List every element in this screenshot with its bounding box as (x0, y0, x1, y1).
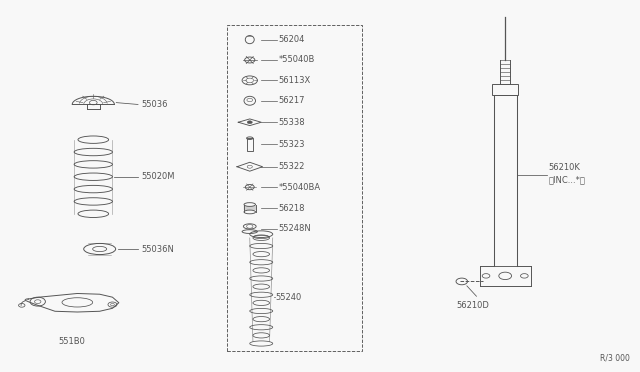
Text: 56210D: 56210D (457, 301, 490, 310)
Text: 55323: 55323 (278, 140, 305, 149)
Text: 55248N: 55248N (278, 224, 311, 233)
Text: 55338: 55338 (278, 118, 305, 127)
Text: 551B0: 551B0 (58, 337, 85, 346)
Bar (492, 84, 518, 95)
Text: 56210K: 56210K (548, 163, 580, 172)
Text: 56204: 56204 (278, 35, 305, 44)
Text: 56217: 56217 (278, 96, 305, 105)
Circle shape (247, 121, 252, 124)
Text: *55040B: *55040B (278, 55, 315, 64)
Text: 55322: 55322 (278, 162, 305, 171)
Text: 55020M: 55020M (141, 172, 175, 181)
Bar (246, 138, 253, 151)
Bar (227, 25, 362, 351)
Text: *55040BA: *55040BA (278, 183, 321, 192)
Text: 56113X: 56113X (278, 76, 311, 85)
Text: 55036: 55036 (141, 100, 168, 109)
Text: 55036N: 55036N (141, 244, 174, 253)
Text: 〈INC...*〉: 〈INC...*〉 (548, 176, 586, 185)
Text: R/3 000: R/3 000 (600, 353, 630, 362)
Text: 56218: 56218 (278, 204, 305, 213)
Text: 55240: 55240 (275, 293, 301, 302)
